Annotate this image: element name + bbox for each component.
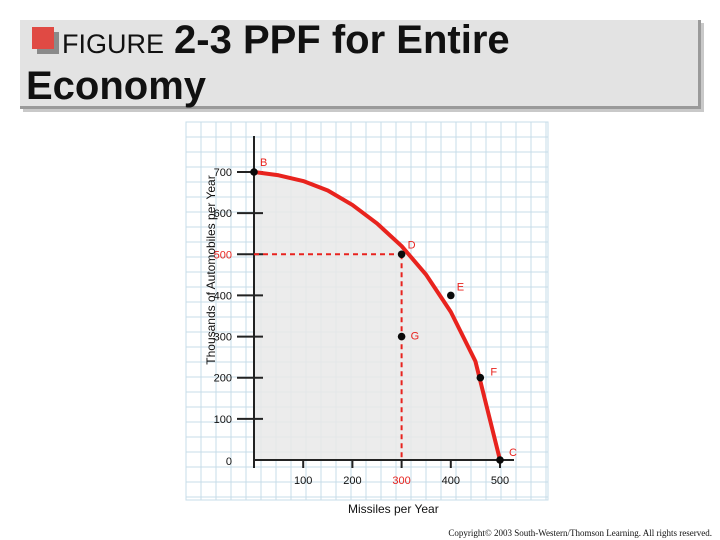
- y-tick-label: 500: [214, 249, 232, 261]
- copyright-notice: Copyright© 2003 South-Western/Thomson Le…: [448, 528, 712, 538]
- point-f-marker: [476, 373, 485, 382]
- point-c-label: C: [509, 447, 517, 459]
- page-title: FIGURE 2-3 PPF for Entire: [62, 18, 510, 66]
- point-c-marker: [496, 456, 504, 464]
- title-text: 2-3 PPF for Entire: [174, 18, 510, 62]
- x-tick-label: 500: [491, 475, 509, 487]
- y-tick-label: 0: [226, 456, 232, 468]
- title-bullet-icon: [32, 27, 54, 49]
- x-tick-label: 300: [392, 475, 410, 487]
- point-e-marker: [447, 291, 455, 300]
- y-tick-label: 400: [214, 290, 232, 302]
- y-tick-label: 100: [214, 414, 232, 426]
- figure-label: FIGURE: [62, 29, 165, 59]
- y-axis-label: Thousands of Automobiles per Year: [204, 175, 218, 365]
- point-g-label: G: [411, 331, 420, 343]
- x-tick-label: 200: [343, 475, 361, 487]
- point-e-label: E: [457, 281, 464, 293]
- point-b-marker: [250, 168, 258, 176]
- point-f-label: F: [490, 367, 497, 379]
- title-text-line2: Economy: [26, 64, 207, 108]
- x-tick-label: 400: [442, 475, 460, 487]
- point-b-label: B: [260, 157, 267, 169]
- title-box: [20, 20, 701, 109]
- point-d-label: D: [408, 239, 416, 251]
- x-tick-label: 100: [294, 475, 312, 487]
- point-d-marker: [397, 250, 406, 259]
- point-g-marker: [397, 332, 406, 341]
- feasible-region: [254, 172, 500, 460]
- x-axis-label: Missiles per Year: [348, 502, 439, 516]
- y-tick-label: 700: [214, 167, 232, 179]
- y-tick-label: 600: [214, 208, 232, 220]
- y-tick-label: 300: [214, 332, 232, 344]
- ppf-curve: [252, 170, 502, 462]
- y-tick-label: 200: [214, 373, 232, 385]
